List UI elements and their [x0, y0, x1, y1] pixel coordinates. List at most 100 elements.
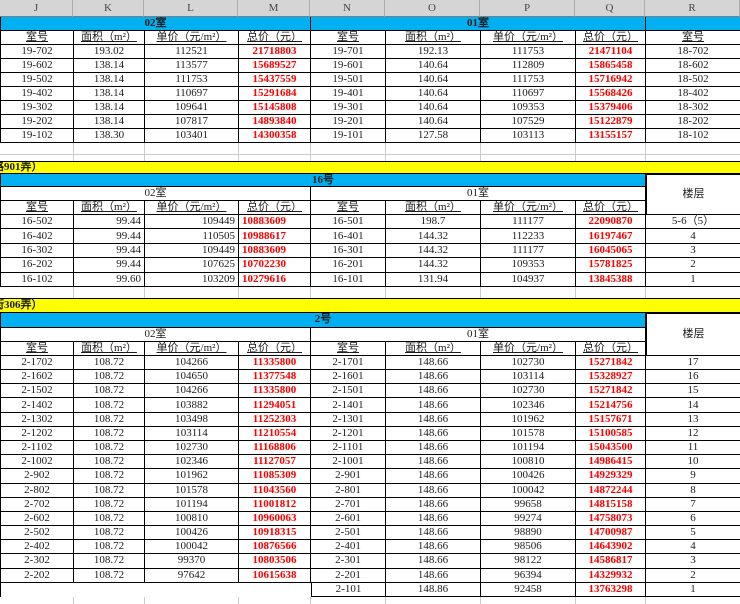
cell-floor[interactable]: 3: [646, 554, 740, 569]
cell-unit-price[interactable]: 100810: [145, 511, 239, 527]
header-area[interactable]: 面积（m²）: [74, 201, 145, 215]
cell-unit-price[interactable]: 100042: [481, 483, 576, 498]
cell-floor[interactable]: 13: [646, 413, 740, 427]
cell-area[interactable]: 148.66: [386, 554, 481, 569]
cell-total-price[interactable]: 15100585: [576, 426, 646, 441]
cell-total-price[interactable]: 11252303: [239, 412, 311, 427]
cell-unit-price[interactable]: 110697: [481, 87, 576, 101]
cell-room[interactable]: 19-601: [311, 59, 386, 73]
cell-area[interactable]: 140.64: [386, 101, 481, 115]
unit-02-subheader[interactable]: 02室: [1, 327, 311, 342]
column-header-l[interactable]: L: [144, 0, 238, 17]
cell-area[interactable]: 108.72: [74, 412, 145, 427]
cell-unit-price[interactable]: 109641: [145, 101, 239, 115]
header-total-price[interactable]: 总价（元）: [576, 31, 646, 45]
cell-room[interactable]: 2-901: [311, 469, 386, 484]
cell-room[interactable]: 2-101: [311, 582, 386, 597]
cell-unit-price[interactable]: 99274: [481, 511, 576, 527]
cell-total-price[interactable]: 10279616: [239, 272, 311, 287]
cell-area[interactable]: 140.64: [386, 59, 481, 73]
cell-total-price[interactable]: 15122879: [576, 115, 646, 129]
cell-room[interactable]: 19-301: [311, 101, 386, 115]
cell-area[interactable]: 148.66: [386, 455, 481, 470]
cell-unit-price[interactable]: 103114: [481, 370, 576, 385]
cell-total-price[interactable]: 15271842: [576, 355, 646, 371]
cell-total-price[interactable]: 15865458: [576, 59, 646, 73]
cell-total-price[interactable]: 11085309: [239, 469, 311, 484]
cell-area[interactable]: 148.66: [386, 568, 481, 583]
cell-area[interactable]: 148.66: [386, 398, 481, 413]
cell-total-price[interactable]: 15716942: [576, 73, 646, 87]
cell-room[interactable]: 2-602: [1, 511, 74, 527]
cell-area[interactable]: 148.66: [386, 412, 481, 427]
cell-area[interactable]: 148.86: [386, 582, 481, 597]
building-2-band-cell[interactable]: 2号: [1, 312, 646, 328]
cell-total-price[interactable]: 11335800: [239, 384, 311, 399]
cell-total-price[interactable]: 10883609: [239, 215, 311, 230]
cell-total-price[interactable]: 14929329: [576, 469, 646, 484]
cell-unit-price[interactable]: 101578: [145, 483, 239, 498]
cell-room[interactable]: 19-201: [311, 115, 386, 129]
cell-unit-price[interactable]: 107529: [481, 115, 576, 129]
cell-unit-price[interactable]: 112233: [481, 229, 576, 244]
cell-total-price[interactable]: 15157671: [576, 412, 646, 427]
cell-room[interactable]: 16-102: [1, 272, 74, 287]
cell-unit-price[interactable]: 112521: [145, 45, 239, 59]
cell-area[interactable]: 108.72: [74, 440, 145, 456]
cell-room[interactable]: 2-302: [1, 554, 74, 569]
cell-unit-price[interactable]: 103113: [481, 129, 576, 143]
floor-header-cell[interactable]: 楼层: [646, 174, 740, 215]
cell-unit-price[interactable]: 101578: [481, 426, 576, 441]
header-unit-price[interactable]: 单价（元/m²）: [481, 201, 576, 215]
cell-total-price[interactable]: 11210554: [239, 426, 311, 441]
cell-room[interactable]: 2-201: [311, 568, 386, 583]
header-room[interactable]: 室号: [1, 341, 74, 356]
cell-room[interactable]: 2-1701: [311, 355, 386, 371]
street-banner-901[interactable]: 路901弄）: [0, 161, 740, 174]
cell-unit-price[interactable]: 111177: [481, 215, 576, 230]
cell-total-price[interactable]: 21718803: [239, 45, 311, 59]
cell-total-price[interactable]: 15145808: [239, 101, 311, 115]
cell-room[interactable]: 2-202: [1, 568, 74, 583]
cell-area[interactable]: 192.13: [386, 45, 481, 59]
cell-total-price[interactable]: 15291684: [239, 87, 311, 101]
empty-cells-strip[interactable]: [0, 155, 740, 161]
cell-room[interactable]: 2-1101: [311, 440, 386, 456]
cell-room[interactable]: 19-502: [1, 73, 74, 87]
cell-room[interactable]: 2-801: [311, 483, 386, 498]
cell-total-price[interactable]: 11377548: [239, 370, 311, 385]
cell-room[interactable]: 18-302: [646, 101, 740, 115]
cell-unit-price[interactable]: 101194: [481, 440, 576, 456]
cell-floor[interactable]: 2: [646, 258, 740, 273]
cell-room[interactable]: 19-501: [311, 73, 386, 87]
cell-room[interactable]: 2-1001: [311, 455, 386, 470]
cell-area[interactable]: 144.32: [386, 258, 481, 273]
cell-unit-price[interactable]: 103882: [145, 398, 239, 413]
header-area[interactable]: 面积（m²）: [386, 201, 481, 215]
header-unit-price[interactable]: 单价（元/m²）: [145, 201, 239, 215]
cell-room[interactable]: 18-102: [646, 129, 740, 143]
cell-unit-price[interactable]: 107817: [145, 115, 239, 129]
cell-floor[interactable]: 5: [646, 526, 740, 541]
cell-total-price[interactable]: 15214756: [576, 398, 646, 413]
cell-area[interactable]: 108.72: [74, 398, 145, 413]
cell-floor[interactable]: 12: [646, 427, 740, 441]
cell-total-price[interactable]: 14758073: [576, 511, 646, 527]
cell-area[interactable]: 108.72: [74, 355, 145, 371]
cell-unit-price[interactable]: 102730: [145, 440, 239, 456]
cell-room[interactable]: 19-101: [311, 129, 386, 143]
cell-room[interactable]: 19-602: [1, 59, 74, 73]
cell-total-price[interactable]: 16045065: [576, 243, 646, 259]
cell-room[interactable]: 2-1002: [1, 455, 74, 470]
cell-room[interactable]: 19-701: [311, 45, 386, 59]
cell-area[interactable]: 148.66: [386, 370, 481, 385]
cell-area[interactable]: 148.66: [386, 540, 481, 555]
cell-total-price[interactable]: 10918315: [239, 526, 311, 541]
cell-room[interactable]: 2-1502: [1, 384, 74, 399]
cell-room[interactable]: 2-1601: [311, 370, 386, 385]
cell-total-price[interactable]: 14872244: [576, 483, 646, 498]
cell-room[interactable]: 16-402: [1, 229, 74, 244]
cell-room[interactable]: 2-1302: [1, 412, 74, 427]
cell-area[interactable]: 108.72: [74, 455, 145, 470]
cell-floor[interactable]: 16: [646, 370, 740, 385]
